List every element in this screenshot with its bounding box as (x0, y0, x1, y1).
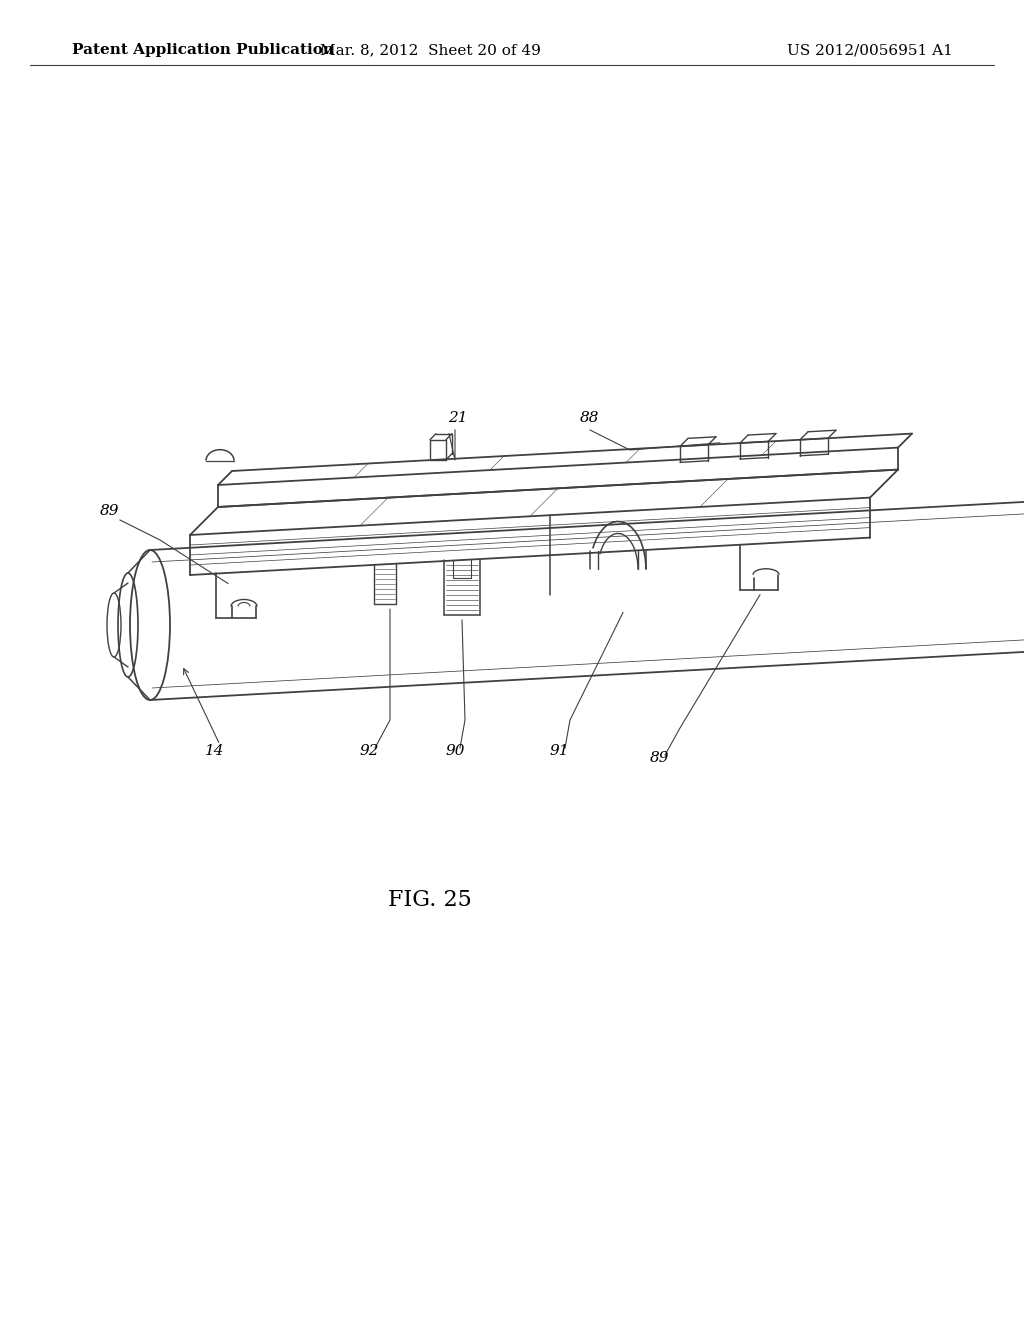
Text: US 2012/0056951 A1: US 2012/0056951 A1 (787, 44, 953, 57)
Text: 89: 89 (650, 751, 670, 766)
Text: 90: 90 (445, 744, 465, 758)
Text: 92: 92 (360, 744, 380, 758)
Text: Patent Application Publication: Patent Application Publication (72, 44, 334, 57)
Text: 91: 91 (549, 744, 568, 758)
Text: Mar. 8, 2012  Sheet 20 of 49: Mar. 8, 2012 Sheet 20 of 49 (319, 44, 541, 57)
Text: FIG. 25: FIG. 25 (388, 888, 472, 911)
Text: 89: 89 (100, 504, 120, 517)
Text: 88: 88 (580, 411, 599, 425)
Text: 14: 14 (205, 744, 224, 758)
Text: 21: 21 (449, 411, 468, 425)
